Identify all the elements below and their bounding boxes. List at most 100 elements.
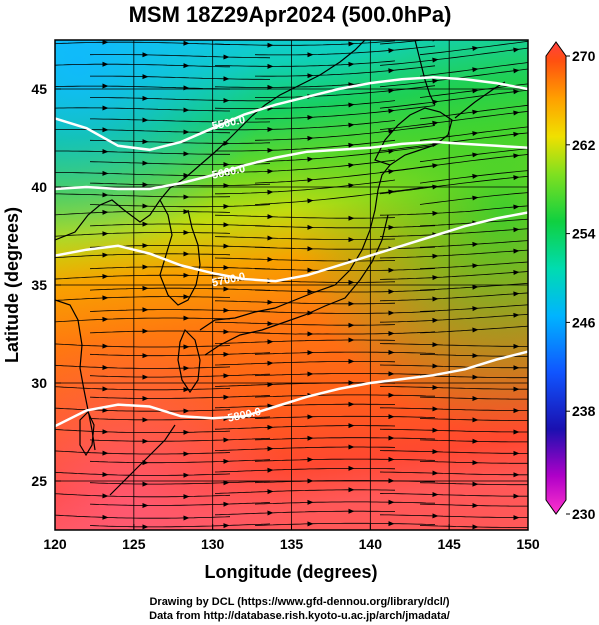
streamline-arrow [142, 139, 149, 145]
streamline-arrow [223, 501, 230, 507]
streamline [90, 75, 270, 80]
streamline-arrow [513, 429, 520, 435]
streamline-arrow [102, 83, 109, 89]
streamline-arrow [142, 95, 149, 101]
streamline-arrow [472, 353, 479, 359]
streamline [254, 145, 436, 163]
streamline [419, 261, 528, 270]
contour-line-3 [55, 350, 528, 428]
streamline-arrow [267, 339, 274, 345]
streamline-arrow [183, 315, 190, 321]
streamline [419, 218, 528, 227]
streamline-arrow [388, 128, 395, 134]
streamline-arrow [472, 263, 479, 269]
streamline-arrow [472, 241, 479, 247]
streamline-arrow [102, 472, 109, 478]
streamline-arrow [307, 521, 314, 527]
streamline [214, 425, 396, 430]
streamline [379, 514, 528, 518]
streamline-arrow [307, 267, 314, 273]
y-tick-label: 30 [31, 375, 47, 391]
plot-title: MSM 18Z29Apr2024 (500.0hPa) [129, 2, 452, 27]
streamline [89, 373, 271, 378]
streamline-arrow [513, 131, 520, 137]
streamline-arrow [183, 408, 190, 414]
coastline-taiwan [79, 410, 95, 457]
streamline-arrow [388, 108, 395, 114]
streamline [419, 396, 528, 400]
streamline-arrow [307, 414, 314, 420]
streamline-arrow [223, 329, 230, 335]
streamline-arrow [142, 264, 149, 270]
streamline-arrow [388, 88, 395, 94]
streamline-arrow [472, 284, 479, 290]
streamline-arrow [472, 438, 479, 444]
streamline [55, 274, 231, 280]
streamline [379, 292, 528, 302]
streamline-arrow [513, 450, 520, 456]
coastline-kurils [454, 81, 506, 119]
streamline [90, 118, 271, 123]
colorbar-tick-label: 254 [572, 226, 596, 242]
streamline-arrow [472, 67, 479, 73]
streamline-arrow [472, 524, 479, 530]
streamline-arrow [432, 78, 439, 84]
streamline-arrow [348, 322, 355, 328]
wind-streamlines [55, 35, 560, 530]
x-tick-label: 125 [122, 536, 146, 552]
streamline-arrow [348, 102, 355, 108]
streamline [254, 246, 436, 250]
streamline [379, 493, 528, 497]
colorbar-tick-label: 246 [572, 314, 596, 330]
streamline-arrow [348, 337, 355, 343]
streamline [419, 460, 528, 464]
contour-line-2 [55, 211, 528, 283]
streamline-arrow [513, 493, 520, 499]
streamline-arrow [513, 204, 520, 210]
streamline-arrow [432, 296, 439, 302]
streamline [55, 193, 231, 198]
streamline-arrow [142, 524, 149, 530]
streamline-arrow [472, 481, 479, 487]
streamline [55, 211, 231, 216]
streamline-arrow [513, 515, 520, 521]
streamline [90, 97, 271, 102]
streamline [254, 437, 436, 441]
streamline-arrow [102, 149, 109, 155]
streamline-arrow [102, 493, 109, 499]
streamline-arrow [472, 374, 479, 380]
streamline-arrow [267, 360, 274, 366]
streamline-arrow [553, 35, 560, 41]
streamline [89, 223, 271, 227]
streamline-arrow [223, 265, 230, 271]
streamline-arrow [102, 40, 109, 45]
streamline [55, 172, 230, 177]
x-axis-title: Longitude (degrees) [204, 562, 377, 582]
streamline-arrow [142, 160, 149, 166]
streamline-arrow [388, 189, 395, 195]
streamline-arrow [183, 272, 190, 278]
streamline [89, 330, 271, 334]
streamline [214, 100, 396, 109]
streamline-arrow [432, 513, 439, 519]
streamline-arrow [513, 365, 520, 371]
streamline-arrow [142, 374, 149, 380]
streamline-arrow [223, 222, 230, 228]
streamline-arrow [142, 502, 149, 508]
streamline [419, 240, 528, 248]
streamline [214, 321, 396, 326]
streamline-arrow [223, 307, 230, 313]
streamline-arrow [183, 230, 190, 236]
streamline [89, 204, 271, 208]
streamline-arrow [183, 365, 190, 371]
streamline-arrow [513, 386, 520, 392]
streamline-arrow [513, 270, 520, 276]
streamline [55, 450, 231, 455]
streamline [89, 502, 271, 506]
streamline [379, 132, 528, 152]
coastline-honshu-south [204, 214, 389, 356]
streamline [255, 105, 436, 120]
streamline-arrow [307, 156, 314, 162]
streamline [419, 104, 528, 120]
streamline-arrow [102, 429, 109, 435]
